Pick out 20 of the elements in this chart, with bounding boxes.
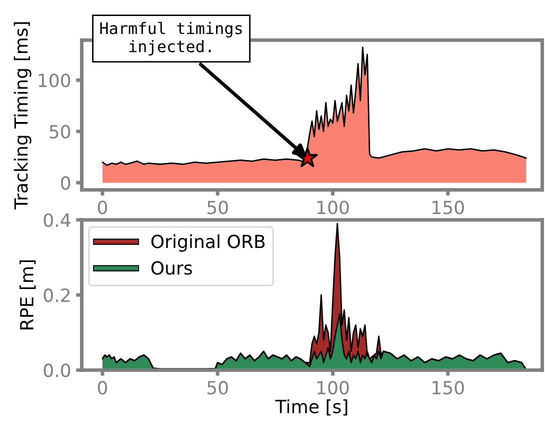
y-tick-label: 0.0 <box>44 364 70 378</box>
x-tick-label: 100 <box>317 200 349 214</box>
y-axis-title: RPE [m] <box>20 260 36 330</box>
y-tick-label: 0 <box>61 176 70 190</box>
annotation: Harmful timings injected. <box>100 22 242 56</box>
y-tick-label: 0.2 <box>44 288 70 302</box>
x-axis-title: Time [s] <box>275 399 348 416</box>
x-tick-label: 100 <box>317 380 349 394</box>
x-tick-label: 0 <box>98 200 108 214</box>
x-tick-label: 50 <box>208 380 228 394</box>
y-axis-title: Tracking Timing [ms] <box>14 22 32 210</box>
y-tick-label: 100 <box>38 74 70 88</box>
x-tick-label: 50 <box>208 200 228 214</box>
x-tick-label: 150 <box>432 380 464 394</box>
y-tick-label: 0.4 <box>44 213 70 227</box>
legend-label: Ours <box>151 261 192 275</box>
legend-label: Original ORB <box>151 234 265 252</box>
x-tick-label: 150 <box>432 200 464 214</box>
x-tick-label: 0 <box>98 380 108 394</box>
y-tick-label: 50 <box>50 124 70 139</box>
